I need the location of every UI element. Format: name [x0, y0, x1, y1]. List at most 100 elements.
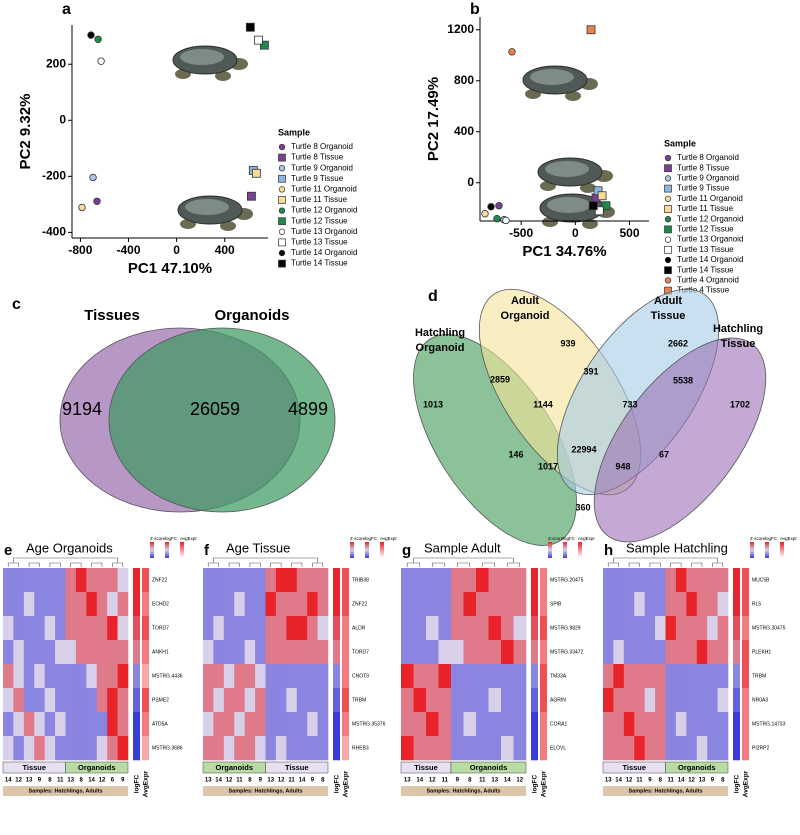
heatmap-cell [513, 616, 527, 641]
heatmap-cell [686, 688, 698, 713]
sample-label: 11 [57, 778, 64, 784]
heatmap-cell [717, 616, 729, 641]
avgexpr-cell [342, 616, 349, 641]
footer-label: Samples: Hatchlings, Adults [28, 788, 102, 794]
heatmap-cell [296, 640, 308, 665]
group-label: Tissue [22, 763, 46, 772]
avgexpr-cell [342, 640, 349, 665]
point [94, 35, 102, 43]
heatmap-cell [696, 640, 708, 665]
heatmap-cell [655, 616, 666, 641]
point [251, 168, 261, 178]
legend-label: Turtle 12 Tissue [291, 216, 348, 225]
heatmap-cell [286, 712, 298, 737]
sample-label: 9 [311, 778, 315, 784]
heatmap-cell [717, 688, 729, 713]
logfc-cell [133, 568, 140, 593]
heatmap-cell [255, 736, 266, 761]
heatmap-cell [317, 664, 329, 689]
gene-label: TRIB38 [352, 577, 369, 583]
heatmap-cell [86, 736, 98, 761]
avgexpr-cell [742, 688, 749, 713]
heatmap-cell [696, 568, 708, 593]
sample-label: 8 [721, 778, 725, 784]
dendrogram [228, 562, 240, 567]
heatmap-cell [296, 664, 308, 689]
heatmap-cell [603, 616, 614, 641]
heatmap-cell [55, 592, 66, 617]
logfc-cell [333, 736, 340, 761]
group-label: Tissue [622, 763, 646, 772]
venn-count: 360 [575, 502, 590, 512]
dendrogram [481, 562, 496, 567]
venn-count: 9194 [62, 399, 102, 419]
heatmap-cell [275, 712, 287, 737]
sample-label: 14 [615, 778, 622, 784]
heatmap-cell [686, 712, 698, 737]
legend-label: Turtle 13 Tissue [677, 245, 734, 254]
heatmap-cell [307, 568, 318, 593]
legend-label: Turtle 4 Organoid [677, 276, 739, 285]
heatmap-cell [438, 640, 452, 665]
footer-label: Samples: Hatchlings, Adults [426, 788, 500, 794]
heatmap-cell [696, 664, 708, 689]
heatmap-cell [203, 736, 214, 761]
heatmap-cell [717, 592, 729, 617]
y-tick-label: 200 [46, 56, 66, 70]
heatmap-cell [223, 640, 235, 665]
heatmap-cell [451, 664, 464, 689]
heatmap-cell [463, 688, 477, 713]
logfc-cell [733, 736, 740, 761]
dendrogram [28, 562, 40, 567]
heatmap-cell [244, 616, 256, 641]
legend-label: AvgExpr [578, 536, 595, 541]
logfc-cell [531, 568, 538, 593]
heatmap-cell [675, 664, 687, 689]
legend-label: Turtle 11 Organoid [677, 194, 743, 203]
heatmap-cell [513, 712, 527, 737]
point [586, 25, 596, 35]
heatmap-cell [401, 592, 414, 617]
heatmap-cell [13, 736, 25, 761]
heatmap-cell [286, 592, 298, 617]
heatmap-cell [634, 712, 645, 737]
heatmap-cell [213, 592, 225, 617]
sample-label: 13 [699, 778, 706, 784]
heatmap-cell [501, 736, 514, 761]
heatmap-cell [413, 640, 427, 665]
heatmap-cell [707, 736, 718, 761]
footer-label: Samples: Hatchlings, Adults [628, 788, 702, 794]
heatmap-cell [203, 664, 214, 689]
heatmap-cell [117, 568, 129, 593]
heatmap-cell [501, 616, 514, 641]
venn-set-label: Organoids [214, 307, 289, 324]
venn-set-label: Hatchling Tissue [713, 323, 763, 350]
heatmap-cell [234, 616, 245, 641]
heatmap-cell [223, 736, 235, 761]
color-key [765, 542, 769, 558]
heatmap-cell [234, 664, 245, 689]
venn-count: 939 [560, 338, 575, 348]
heatmap-cell [513, 640, 527, 665]
heatmap-cell [44, 712, 56, 737]
heatmap-cell [655, 664, 666, 689]
heatmap-cell [55, 712, 66, 737]
y-tick-label: 1200 [447, 22, 474, 36]
sample-label: 9 [648, 778, 652, 784]
dendrogram [270, 562, 282, 567]
avgexpr-cell [342, 712, 349, 737]
heatmap-cell [603, 688, 614, 713]
sample-label: 11 [668, 778, 675, 784]
heatmap-cell [213, 688, 225, 713]
heatmap-cell [426, 568, 439, 593]
heatmap-cell [665, 592, 677, 617]
heatmap-cell [65, 712, 77, 737]
heatmap-cell [655, 712, 666, 737]
avgexpr-cell [540, 616, 547, 641]
group-bar [665, 761, 729, 774]
heatmap-cell [265, 616, 277, 641]
logfc-cell [133, 616, 140, 641]
heatmap-cell [44, 592, 56, 617]
logfc-cell [333, 592, 340, 617]
legend-label: AvgExpr [180, 536, 197, 541]
